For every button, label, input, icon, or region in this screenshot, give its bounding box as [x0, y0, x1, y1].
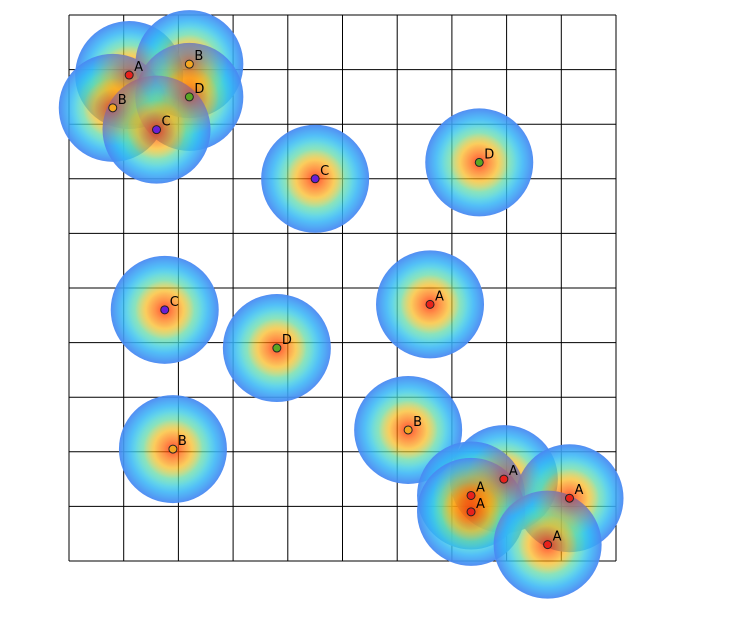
- data-point-a: [425, 299, 435, 309]
- data-point-label: A: [134, 60, 143, 75]
- data-point-label: A: [476, 497, 485, 512]
- data-point-a: [466, 507, 476, 517]
- data-point-c: [310, 174, 320, 184]
- data-point-label: A: [509, 464, 518, 479]
- data-point-b: [108, 103, 118, 113]
- data-point-label: D: [194, 82, 204, 97]
- data-point-d: [184, 92, 194, 102]
- data-point-a: [466, 490, 476, 500]
- data-point-b: [184, 59, 194, 69]
- data-point-label: A: [575, 483, 584, 498]
- data-point-label: D: [282, 333, 292, 348]
- data-point-d: [272, 343, 282, 353]
- data-point-label: D: [484, 147, 494, 162]
- data-point-b: [168, 444, 178, 454]
- data-point-a: [565, 493, 575, 503]
- data-point-a: [499, 474, 509, 484]
- data-point-c: [152, 125, 162, 135]
- data-point-d: [474, 157, 484, 167]
- data-point-b: [403, 425, 413, 435]
- data-point-a: [124, 70, 134, 80]
- data-point-label: B: [118, 93, 127, 108]
- data-point-label: A: [476, 480, 485, 495]
- data-point-label: B: [413, 415, 422, 430]
- data-point-label: A: [553, 530, 562, 545]
- data-point-c: [160, 305, 170, 315]
- data-point-label: A: [435, 289, 444, 304]
- data-point-label: C: [320, 164, 329, 179]
- data-point-label: C: [162, 115, 171, 130]
- data-point-label: C: [170, 295, 179, 310]
- data-point-a: [543, 540, 553, 550]
- data-point-label: B: [178, 434, 187, 449]
- data-point-label: B: [194, 49, 203, 64]
